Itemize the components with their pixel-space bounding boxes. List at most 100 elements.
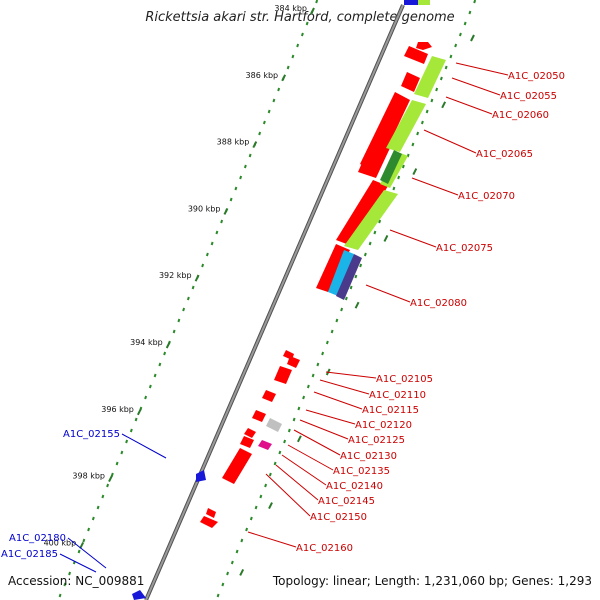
gene-feature[interactable] (252, 410, 266, 422)
gene-feature[interactable] (316, 244, 350, 292)
gene-label[interactable]: A1C_02145 (318, 496, 375, 507)
gene-feature[interactable] (336, 254, 362, 300)
label-leader (313, 391, 363, 410)
track-dot (191, 285, 195, 290)
track-dot (378, 219, 382, 224)
track-dot (239, 175, 243, 180)
label-leader (59, 553, 97, 573)
track-dot (406, 153, 410, 158)
kbp-tick (470, 34, 475, 42)
track-dot (359, 263, 363, 268)
track-dot (420, 120, 424, 125)
gene-label[interactable]: A1C_02070 (458, 191, 515, 202)
gene-label[interactable]: A1C_02140 (326, 481, 383, 492)
gene-label[interactable]: A1C_02180 (9, 533, 66, 544)
gene-feature[interactable] (336, 180, 388, 246)
kbp-tick (412, 168, 418, 176)
track-dot (368, 241, 372, 246)
track-dot (215, 230, 219, 235)
gene-feature[interactable] (328, 250, 354, 296)
gene-label[interactable]: A1C_02185 (1, 549, 58, 560)
gene-feature[interactable] (404, 46, 428, 64)
gene-feature[interactable] (380, 150, 402, 184)
track-dot (229, 197, 233, 202)
gene-label[interactable]: A1C_02050 (508, 71, 565, 82)
gene-feature[interactable] (262, 390, 276, 402)
gene-feature[interactable] (404, 0, 418, 5)
track-dot (153, 373, 157, 378)
track-dot (354, 274, 358, 279)
map-title: Rickettsia akari str. Hartford, complete… (145, 10, 455, 25)
gene-label[interactable]: A1C_02080 (410, 298, 467, 309)
track-dot (96, 505, 100, 510)
gene-label[interactable]: A1C_02055 (500, 91, 557, 102)
gene-label[interactable]: A1C_02125 (348, 435, 405, 446)
gene-feature[interactable] (358, 140, 390, 178)
track-dot (291, 54, 295, 59)
gene-feature[interactable] (200, 516, 218, 528)
track-dot (306, 384, 310, 389)
track-dot (296, 43, 300, 48)
gene-label[interactable]: A1C_02120 (355, 420, 412, 431)
gene-feature[interactable] (274, 366, 292, 384)
track-dot (425, 109, 429, 114)
gene-label[interactable]: A1C_02110 (369, 390, 426, 401)
track-dot (287, 428, 291, 433)
gene-feature[interactable] (206, 508, 216, 518)
track-dot (249, 516, 253, 521)
track-dot (220, 219, 224, 224)
gene-feature[interactable] (287, 356, 300, 368)
gene-feature[interactable] (401, 72, 420, 92)
label-leaders (59, 62, 509, 573)
track-dot (230, 560, 234, 565)
track-dot (264, 483, 268, 488)
kbp-tick (108, 475, 113, 483)
track-dot (125, 439, 129, 444)
track-dot (226, 571, 230, 576)
gene-label[interactable]: A1C_02150 (310, 512, 367, 523)
label-leader (445, 96, 493, 115)
gene-feature[interactable] (418, 0, 430, 5)
track-dot (115, 461, 119, 466)
gene-feature[interactable] (414, 56, 446, 98)
track-dot (258, 131, 262, 136)
label-leader (67, 537, 107, 569)
gene-feature[interactable] (416, 42, 432, 50)
gene-feature[interactable] (266, 418, 282, 432)
gene-feature[interactable] (344, 190, 398, 250)
track-dot (267, 109, 271, 114)
gene-labels[interactable]: A1C_02050 A1C_02055 A1C_02060 A1C_02065 A1C_… (1, 71, 565, 560)
track-dot (243, 164, 247, 169)
gene-label[interactable]: A1C_02075 (436, 243, 493, 254)
track-dot (110, 472, 114, 477)
track-dot (392, 186, 396, 191)
dotted-tracks (58, 0, 477, 598)
gene-label[interactable]: A1C_02160 (296, 543, 353, 554)
kbp-tick (441, 101, 447, 109)
kbp-tick-label: 392 kbp (159, 271, 192, 280)
track-dot (177, 318, 181, 323)
gene-label[interactable]: A1C_02065 (476, 149, 533, 160)
gene-label[interactable]: A1C_02060 (492, 110, 549, 121)
gene-feature[interactable] (386, 100, 426, 152)
gene-label[interactable]: A1C_02155 (63, 429, 120, 440)
gene-label[interactable]: A1C_02115 (362, 405, 419, 416)
track-dot (134, 417, 138, 422)
gene-feature[interactable] (196, 470, 206, 482)
gene-feature[interactable] (132, 590, 146, 600)
gene-feature[interactable] (258, 440, 272, 450)
gene-label[interactable]: A1C_02135 (333, 466, 390, 477)
gene-label[interactable]: A1C_02105 (376, 374, 433, 385)
gene-features[interactable] (132, 0, 446, 600)
gene-feature[interactable] (244, 428, 256, 438)
track-dot (216, 593, 220, 598)
track-dot (210, 241, 214, 246)
label-leader (287, 444, 334, 471)
gene-label[interactable]: A1C_02130 (340, 451, 397, 462)
track-dot (68, 571, 72, 576)
kbp-tick (310, 7, 315, 15)
track-dot (235, 549, 239, 554)
gene-feature[interactable] (240, 436, 254, 448)
kbp-tick (136, 408, 142, 416)
gene-feature[interactable] (222, 448, 252, 484)
